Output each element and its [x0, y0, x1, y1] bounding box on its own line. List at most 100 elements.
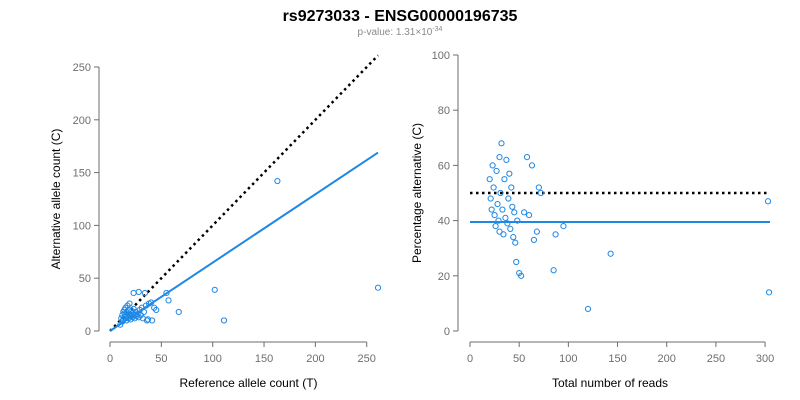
left-data-point — [163, 289, 170, 297]
right-data-point — [505, 195, 512, 202]
chart-title: rs9273033 - ENSG00000196735 — [283, 8, 518, 25]
right-x-tick-label: 100 — [559, 353, 577, 365]
right-y-tick-label: 40 — [438, 216, 450, 228]
right-data-point — [530, 236, 538, 244]
right-data-point — [764, 198, 772, 205]
right-data-point — [489, 162, 496, 169]
left-data-point — [141, 289, 149, 297]
subtitle-exponent: -34 — [432, 26, 442, 33]
left-reference-line — [109, 54, 379, 332]
left-y-tick-label: 200 — [73, 115, 91, 127]
right-data-point — [497, 189, 504, 197]
right-data-point — [523, 154, 531, 161]
chart-subtitle: p-value: 1.31×10-34 — [358, 26, 443, 38]
right-data-point — [491, 211, 498, 219]
left-data-point — [126, 300, 133, 307]
left-x-axis-title: Reference allele count (T) — [179, 376, 317, 390]
right-y-tick-label: 20 — [438, 271, 450, 283]
left-data-point — [135, 288, 142, 296]
right-y-tick-label: 0 — [444, 326, 450, 338]
right-x-tick-label: 250 — [707, 353, 725, 365]
right-data-point — [511, 209, 518, 216]
left-x-tick-label: 50 — [155, 353, 167, 365]
right-y-tick-label: 60 — [438, 160, 450, 172]
left-scatter-panel: 0 50 100 150 200 250 0 50 100 150 200 250 Reference … — [49, 54, 382, 390]
right-data-point — [525, 211, 533, 219]
left-y-tick-label: 50 — [79, 273, 91, 285]
right-data-point — [550, 267, 557, 274]
right-data-point — [506, 170, 513, 177]
left-data-point — [144, 316, 152, 323]
right-data-point — [503, 156, 510, 163]
right-data-point — [499, 206, 506, 213]
right-data-point — [507, 225, 514, 232]
right-data-point — [765, 289, 773, 296]
left-data-point — [130, 289, 137, 297]
left-data-point — [130, 305, 137, 312]
right-data-point — [552, 231, 559, 238]
right-x-tick-label: 0 — [467, 353, 473, 365]
left-data-point — [149, 317, 156, 324]
left-data-point — [147, 299, 155, 306]
right-data-point — [486, 176, 493, 183]
right-data-point — [492, 223, 499, 230]
left-data-point — [153, 306, 160, 313]
right-data-point — [498, 140, 505, 147]
right-data-point — [520, 209, 528, 216]
left-data-point — [140, 308, 147, 316]
left-y-tick-label: 250 — [73, 62, 91, 74]
left-x-tick-label: 0 — [107, 353, 113, 365]
right-x-axis-title: Total number of reads — [552, 376, 668, 390]
left-y-axis-title: Alternative allele count (C) — [49, 129, 63, 270]
left-data-point — [165, 297, 172, 304]
right-data-point — [495, 217, 502, 224]
right-data-point — [510, 234, 517, 241]
right-data-point — [496, 154, 503, 161]
left-x-tick-label: 250 — [358, 353, 376, 365]
left-y-tick-label: 0 — [85, 326, 91, 338]
right-data-point — [488, 206, 495, 213]
right-data-point — [501, 176, 508, 183]
right-data-point — [504, 220, 511, 227]
right-data-point — [514, 217, 521, 224]
right-x-tick-label: 200 — [658, 353, 676, 365]
right-x-tick-label: 150 — [608, 353, 626, 365]
right-data-point — [537, 189, 544, 197]
right-data-point — [513, 258, 520, 266]
right-data-point — [518, 272, 525, 279]
left-x-tick-label: 100 — [204, 353, 222, 365]
right-data-point — [533, 228, 540, 235]
right-data-point — [487, 195, 494, 202]
right-data-point — [493, 167, 500, 175]
left-y-tick-label: 150 — [73, 168, 91, 180]
left-data-point — [137, 312, 144, 319]
left-data-point — [117, 321, 124, 328]
left-data-point — [121, 314, 128, 321]
right-x-tick-label: 50 — [513, 353, 525, 365]
right-data-point — [535, 184, 542, 191]
right-y-tick-label: 80 — [438, 105, 450, 117]
right-data-point — [560, 223, 567, 230]
right-data-point — [528, 162, 536, 169]
right-data-point — [500, 231, 507, 238]
right-data-point — [502, 214, 509, 221]
subtitle-prefix: p-value: 1.31×10 — [358, 27, 433, 38]
left-data-point — [175, 308, 182, 316]
right-scatter-panel: 0 50 100 150 200 250 300 0 20 40 60 80 100 Total numb… — [410, 50, 774, 390]
right-data-point — [490, 184, 497, 191]
left-y-tick-label: 100 — [73, 220, 91, 232]
left-data-point — [274, 177, 281, 185]
left-x-tick-label: 150 — [255, 353, 273, 365]
right-data-point — [508, 184, 515, 191]
right-data-point — [509, 203, 516, 210]
right-data-point — [607, 250, 614, 257]
right-x-tick-label: 300 — [756, 353, 774, 365]
right-y-tick-label: 100 — [432, 50, 450, 62]
right-data-point — [512, 239, 519, 246]
right-data-point — [494, 200, 501, 208]
left-x-tick-label: 200 — [306, 353, 324, 365]
left-fit-line — [109, 151, 379, 332]
left-data-point — [220, 317, 228, 324]
right-y-axis-title: Percentage alternative (C) — [410, 123, 424, 263]
